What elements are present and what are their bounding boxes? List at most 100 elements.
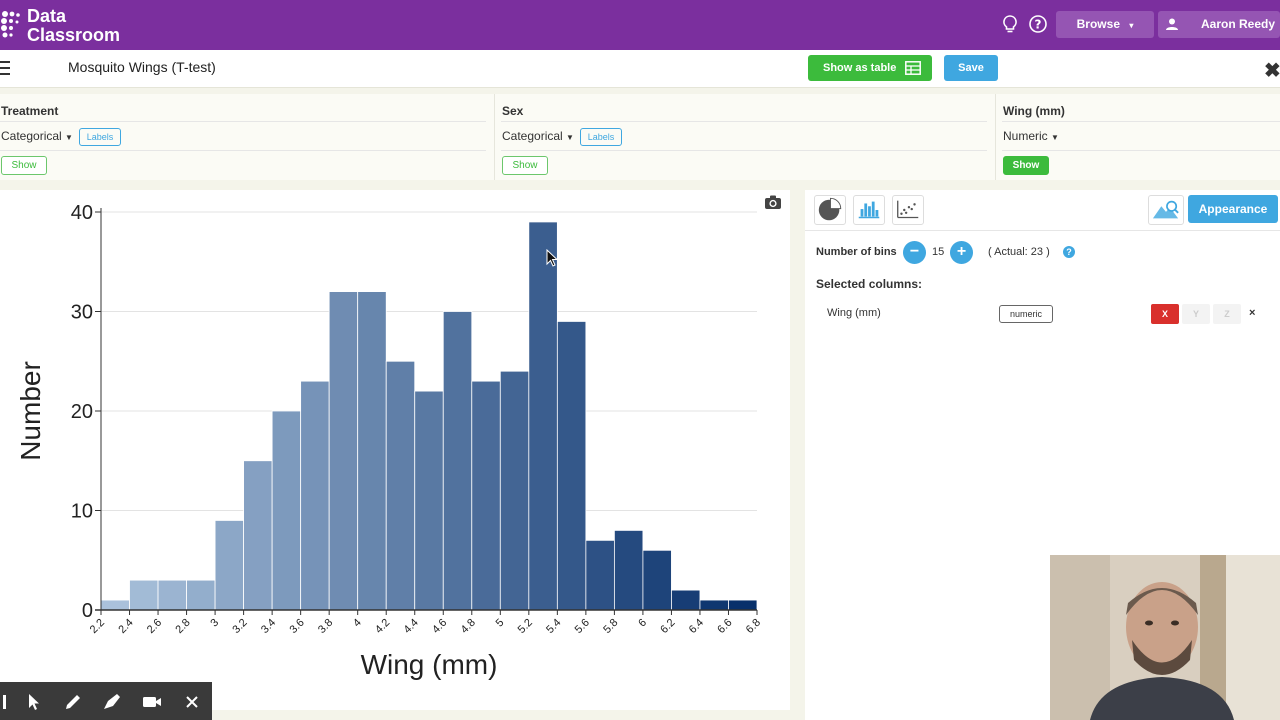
histogram-bar [328, 291, 359, 611]
histogram-bar [357, 291, 387, 611]
y-tick-label: 0 [82, 600, 93, 622]
labels-button[interactable]: Labels [580, 128, 622, 146]
histogram-bar [129, 579, 159, 611]
histogram-bar [271, 410, 302, 611]
histogram-bar [471, 380, 501, 611]
highlighter-icon [104, 694, 120, 709]
histogram-bar [243, 460, 273, 611]
y-tick-label: 30 [71, 302, 93, 324]
column-card-sex: Sex Categorical ▼ Labels Show [501, 94, 993, 180]
column-type-label: Categorical [1, 129, 62, 143]
browse-button[interactable]: Browse ▾ [1056, 11, 1154, 38]
data-classroom-logo[interactable]: Data Classroom [0, 4, 140, 45]
logo-line-2: Classroom [27, 25, 121, 45]
histogram-bar [528, 221, 558, 611]
x-tick-label: 5 [494, 617, 507, 630]
histogram-bar [556, 321, 587, 611]
column-type-label: Numeric [1003, 129, 1048, 143]
y-tick-label: 40 [71, 202, 93, 224]
user-icon [1166, 18, 1178, 30]
annotation-toolbar [0, 682, 212, 720]
camera-tool-button[interactable] [141, 691, 163, 713]
user-name: Aaron Reedy [1201, 17, 1276, 31]
lightbulb-icon[interactable] [1000, 14, 1020, 34]
divider [805, 230, 1280, 231]
histogram-bar [414, 390, 444, 611]
decrease-bins-button[interactable]: − [903, 241, 926, 264]
show-button[interactable]: Show [1003, 156, 1049, 175]
x-tick-label: 4.2 [373, 617, 392, 636]
bins-value: 15 [932, 246, 945, 258]
document-titlebar: Mosquito Wings (T-test) Show as table Sa… [0, 50, 1280, 88]
x-tick-label: 3.8 [316, 617, 335, 636]
highlighter-tool-button[interactable] [101, 691, 123, 713]
chart-type-histogram-button[interactable] [853, 195, 885, 225]
logo-line-1: Data [27, 6, 67, 26]
x-tick-label: 2.4 [116, 617, 135, 636]
x-tick-label: 5.2 [516, 617, 535, 636]
axis-y-button[interactable]: Y [1182, 304, 1210, 324]
mouse-cursor-icon [546, 249, 558, 267]
column-type-dropdown[interactable]: Numeric ▼ [1003, 129, 1059, 143]
pointer-tool-button[interactable] [22, 691, 44, 713]
histogram-bar [613, 529, 644, 611]
increase-bins-button[interactable]: + [950, 241, 973, 264]
x-tick-label: 2.6 [145, 617, 164, 636]
column-separator [995, 94, 996, 180]
column-type-dropdown[interactable]: Categorical ▼ [502, 129, 574, 143]
help-circle-icon[interactable]: ? [1028, 14, 1048, 34]
x-tick-label: 6.6 [715, 617, 734, 636]
chart-type-pie-button[interactable] [814, 195, 846, 225]
x-tick-label: 6.2 [658, 617, 677, 636]
caret-down-icon: ▼ [65, 133, 73, 142]
y-axis-label: Number [15, 361, 46, 461]
histogram-icon [858, 201, 880, 219]
mountain-search-icon [1152, 200, 1179, 219]
logo-dots-icon [1, 11, 20, 38]
camera-icon[interactable] [764, 194, 782, 210]
scatter-plot-icon [897, 200, 919, 219]
x-tick-label: 6 [636, 617, 649, 630]
histogram-bar [157, 579, 187, 611]
pen-tool-button[interactable] [62, 691, 84, 713]
pie-chart-icon [818, 197, 842, 221]
column-type-dropdown[interactable]: Categorical ▼ [1, 129, 73, 143]
close-icon[interactable]: ✖ [1264, 60, 1280, 82]
webcam-video-overlay [1050, 555, 1280, 720]
x-tick-label: 3.2 [230, 617, 249, 636]
remove-column-icon[interactable]: × [1249, 307, 1256, 319]
close-toolbar-button[interactable] [181, 691, 203, 713]
axis-z-button[interactable]: Z [1213, 304, 1241, 324]
chart-type-scatter-button[interactable] [892, 195, 924, 225]
histogram-bar [300, 380, 330, 611]
toolbar-handle[interactable] [0, 691, 6, 713]
appearance-button[interactable]: Appearance [1188, 195, 1278, 223]
show-as-table-button[interactable]: Show as table [808, 55, 932, 81]
show-button[interactable]: Show [502, 156, 548, 175]
divider [1002, 150, 1280, 151]
x-tick-label: 4.8 [459, 617, 478, 636]
question-icon[interactable]: ? [1063, 246, 1075, 258]
show-button[interactable]: Show [1, 156, 47, 175]
axis-x-button[interactable]: X [1151, 304, 1179, 324]
column-name: Sex [502, 104, 524, 118]
theme-button[interactable] [1148, 195, 1184, 225]
y-tick-label: 20 [71, 401, 93, 423]
labels-button[interactable]: Labels [79, 128, 121, 146]
histogram-bar [642, 549, 672, 611]
top-navbar: Data Classroom ? Browse ▾ Aaron Reedy [0, 0, 1280, 50]
histogram-bar [671, 589, 701, 611]
hamburger-menu-icon[interactable] [0, 60, 10, 76]
histogram-bar [100, 599, 130, 611]
histogram-bar [728, 599, 758, 611]
column-type-badge[interactable]: numeric [999, 305, 1053, 323]
user-menu-button[interactable]: Aaron Reedy [1158, 11, 1280, 38]
x-tick-label: 6.4 [687, 617, 706, 636]
x-tick-label: 3.4 [259, 617, 278, 636]
svg-text:?: ? [1035, 18, 1042, 32]
divider [501, 121, 987, 122]
show-as-table-label: Show as table [823, 62, 897, 74]
divider [1002, 121, 1280, 122]
save-button[interactable]: Save [944, 55, 998, 81]
column-type-label: Categorical [502, 129, 563, 143]
